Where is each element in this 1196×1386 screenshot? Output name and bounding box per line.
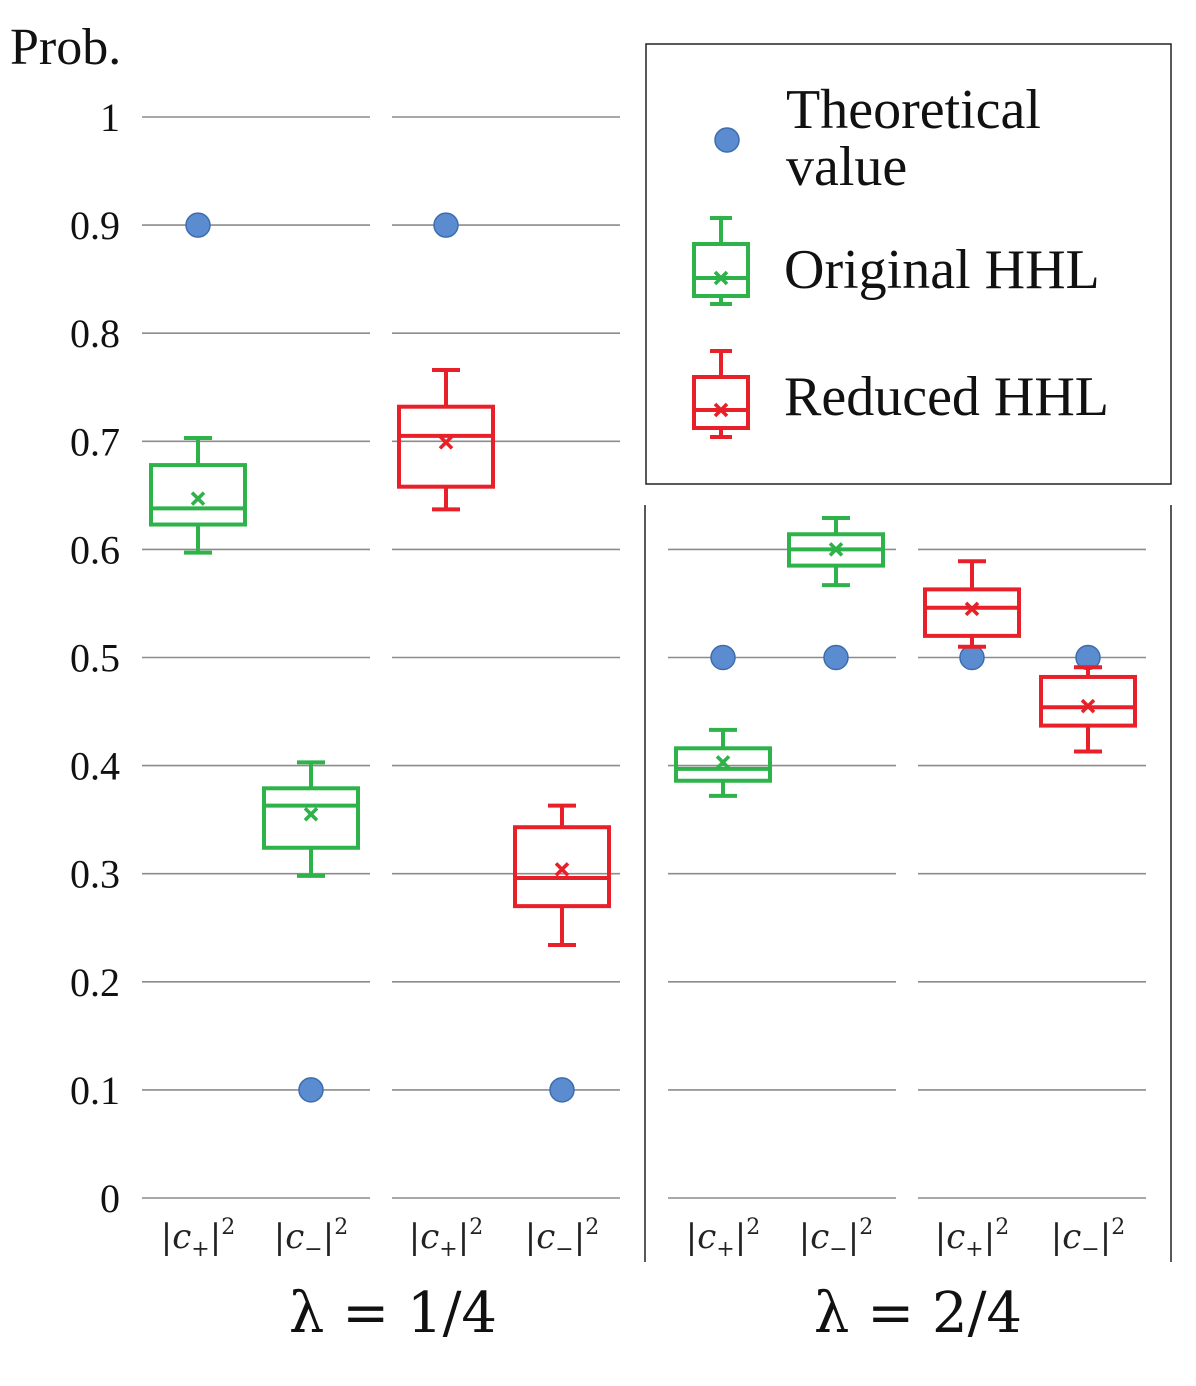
iqr-box (149, 463, 247, 527)
box-plot (787, 516, 885, 588)
y-tick-label: 0.8 (70, 311, 120, 356)
mean-marker (828, 542, 844, 557)
box-plot (513, 803, 611, 948)
mean-marker (964, 601, 980, 617)
x-tick-label: |c−|2 (525, 1215, 599, 1262)
legend-reduced-label: Reduced HHL (784, 366, 1109, 428)
iqr-box (397, 404, 495, 489)
mean-marker (715, 755, 731, 770)
panel-dividers (644, 505, 1172, 1262)
theoretical-point (433, 212, 459, 238)
legend-theoretical-marker (714, 127, 740, 153)
y-tick-label: 0.3 (70, 852, 120, 897)
legend-original-marker (692, 216, 750, 306)
panel-labels: λ = 1/4 λ = 2/4 (289, 1281, 1022, 1346)
theoretical-point (823, 644, 849, 671)
x-tick-label: |c−|2 (274, 1215, 348, 1262)
mean-marker (303, 806, 319, 822)
y-tick-label: 0.7 (70, 419, 120, 464)
panel-label: λ = 1/4 (289, 1281, 497, 1346)
theoretical-points (185, 212, 1101, 1103)
iqr-box (262, 786, 360, 850)
mean-marker (438, 435, 454, 450)
mean-marker (190, 491, 206, 506)
panel-label: λ = 2/4 (814, 1281, 1022, 1346)
y-tick-label: 0.4 (70, 744, 120, 789)
box-plot (674, 727, 772, 798)
legend: Theoretical value Original HHL Reduced H… (645, 43, 1172, 485)
theoretical-point (298, 1077, 324, 1103)
x-tick-label: |c+|2 (409, 1215, 483, 1262)
legend-original-label: Original HHL (784, 239, 1100, 301)
x-tick-labels: |c+|2 |c−|2 |c+|2 |c−|2 |c+|2 |c−|2 |c+|2 |c−|2 (161, 1215, 1125, 1262)
y-tick-label: 0.2 (70, 960, 120, 1005)
x-tick-label: |c−|2 (799, 1215, 873, 1262)
box-plot (1039, 665, 1137, 754)
mean-marker (1080, 698, 1096, 714)
iqr-box (923, 587, 1021, 638)
x-tick-label: |c+|2 (161, 1215, 235, 1262)
y-tick-labels: 0 0.1 0.2 0.3 0.4 0.5 0.6 0.7 0.8 0.9 1 (70, 95, 120, 1221)
box-plot (262, 760, 360, 878)
theoretical-point (185, 212, 211, 238)
y-tick-label: 1 (100, 95, 120, 140)
box-plots (149, 367, 1137, 948)
y-tick-label: 0 (100, 1176, 120, 1221)
x-tick-label: |c+|2 (686, 1215, 760, 1262)
x-tick-label: |c+|2 (935, 1215, 1009, 1262)
y-tick-label: 0.9 (70, 203, 120, 248)
theoretical-point (710, 644, 736, 671)
mean-marker (554, 862, 570, 877)
y-tick-label: 0.1 (70, 1068, 120, 1113)
iqr-box (513, 825, 611, 909)
x-tick-label: |c−|2 (1051, 1215, 1125, 1262)
box-plot (149, 436, 247, 555)
iqr-box (1039, 674, 1137, 728)
theoretical-point (959, 644, 985, 671)
box-plot (397, 367, 495, 512)
theoretical-point (549, 1077, 575, 1103)
legend-theoretical-label-line2: value (786, 136, 907, 198)
box-plot (923, 559, 1021, 649)
y-axis-title: Prob. (10, 19, 121, 76)
iqr-box (674, 746, 772, 783)
y-tick-label: 0.5 (70, 636, 120, 681)
gridlines (142, 116, 1146, 1199)
legend-theoretical-label-line1: Theoretical (786, 79, 1041, 141)
legend-reduced-marker (692, 349, 750, 439)
y-tick-label: 0.6 (70, 527, 120, 572)
